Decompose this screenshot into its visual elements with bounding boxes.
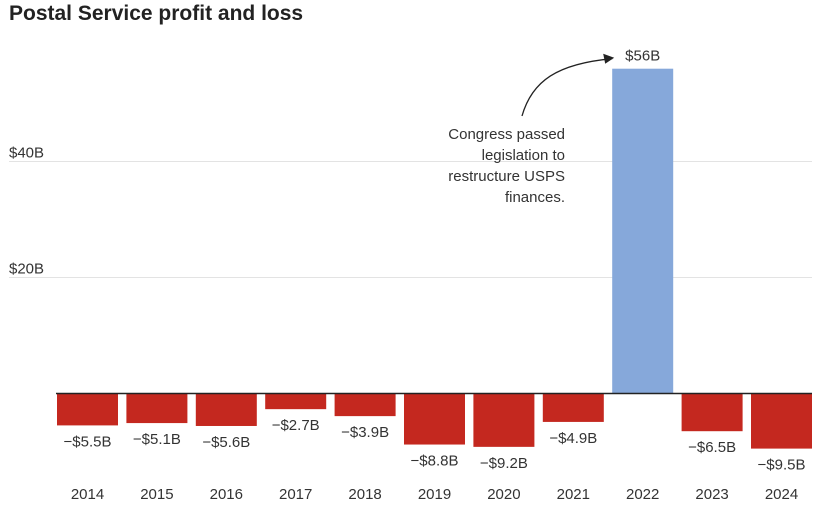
x-tick-label: 2019: [418, 486, 451, 503]
value-label: $56B: [625, 48, 660, 65]
x-tick-label: 2017: [279, 486, 312, 503]
bar: [542, 393, 604, 422]
x-tick-label: 2022: [626, 486, 659, 503]
x-tick-label: 2016: [210, 486, 243, 503]
annotation-text: finances.: [505, 189, 565, 206]
bar: [265, 393, 327, 410]
bar: [195, 393, 257, 426]
value-label: −$6.5B: [688, 439, 736, 456]
annotation-text: legislation to: [482, 147, 565, 164]
bar: [751, 393, 812, 449]
x-tick-label: 2021: [557, 486, 590, 503]
bar: [57, 393, 118, 426]
y-tick-label: $40B: [9, 145, 44, 162]
bar: [404, 393, 465, 445]
value-label: −$5.5B: [64, 433, 112, 450]
bar: [612, 68, 674, 394]
x-tick-label: 2023: [695, 486, 728, 503]
x-tick-label: 2020: [487, 486, 520, 503]
gridlines: [9, 161, 812, 278]
chart-title: Postal Service profit and loss: [9, 2, 304, 25]
y-tick-label: $20B: [9, 261, 44, 278]
bar: [334, 393, 396, 417]
value-label: −$5.1B: [133, 431, 181, 448]
x-tick-label: 2018: [348, 486, 381, 503]
x-tick-label: 2014: [71, 486, 104, 503]
value-label: −$8.8B: [411, 453, 459, 470]
value-label: −$3.9B: [341, 424, 389, 441]
bar: [126, 393, 188, 424]
value-label: −$4.9B: [549, 430, 597, 447]
annotation-arrow: [521, 58, 613, 117]
value-label: −$9.5B: [758, 457, 806, 474]
value-label: −$5.6B: [202, 434, 250, 451]
annotation-arrowhead: [603, 53, 615, 64]
annotation-text: restructure USPS: [448, 168, 565, 185]
bar: [681, 393, 743, 432]
bar: [473, 393, 535, 447]
bars: [56, 68, 812, 449]
annotation: Congress passed legislation to restructure…: [448, 53, 615, 206]
x-tick-label: 2024: [765, 486, 798, 503]
labels: $20B $40B −$5.5B 2014 −$5.1B 2015 −$5.6B 2016 −$…: [9, 48, 805, 503]
x-tick-label: 2015: [140, 486, 173, 503]
value-label: −$2.7B: [272, 417, 320, 434]
value-label: −$9.2B: [480, 455, 528, 472]
annotation-text: Congress passed: [448, 126, 565, 143]
